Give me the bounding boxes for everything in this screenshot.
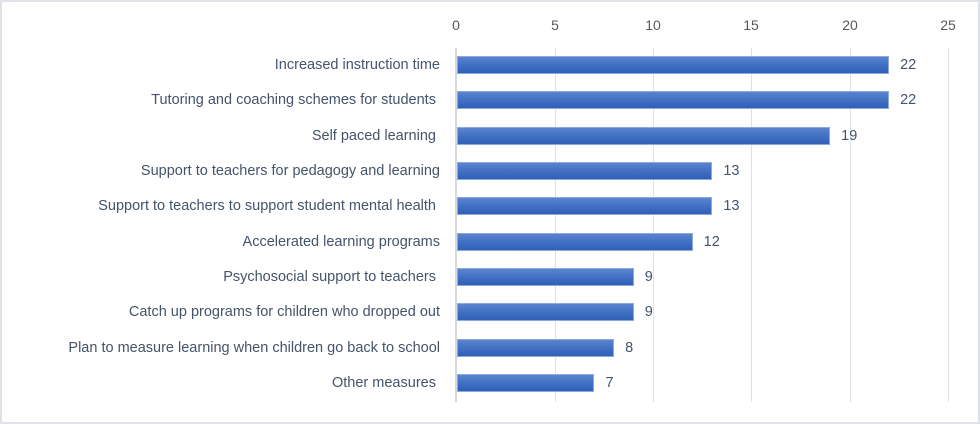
data-label: 9 [644,269,653,285]
x-tick-label: 15 [743,17,759,33]
x-tick-label: 5 [551,17,559,33]
category-label: Plan to measure learning when children g… [68,340,440,356]
data-label: 13 [723,198,740,214]
category-label: Increased instruction time [274,57,440,73]
data-label: 19 [841,128,858,144]
bar [457,268,634,286]
x-tick-label: 10 [645,17,661,33]
data-label: 8 [625,340,634,356]
bar [457,339,615,357]
gridline [653,48,654,402]
x-tick-label: 25 [940,17,956,33]
category-label: Other measures [332,375,440,391]
data-label: 7 [605,375,614,391]
x-tick-label: 20 [842,17,858,33]
gridline [751,48,752,402]
data-label: 22 [900,57,917,73]
category-label: Support to teachers for pedagogy and lea… [140,163,440,179]
gridline [555,48,556,402]
category-label: Accelerated learning programs [242,234,440,250]
gridline [948,48,949,402]
category-label: Tutoring and coaching schemes for studen… [151,92,440,108]
bar [457,303,634,321]
category-label: Psychosocial support to teachers [223,269,440,285]
bar [457,56,890,74]
gridline [850,48,851,402]
data-label: 13 [723,163,740,179]
x-tick-label: 0 [452,17,460,33]
category-label: Catch up programs for children who dropp… [128,304,440,320]
bar [457,374,595,392]
y-axis-line [455,48,457,402]
bar [457,91,890,109]
bar [457,162,713,180]
category-label: Support to teachers to support student m… [98,198,440,214]
data-label: 22 [900,92,917,108]
bar [457,233,693,251]
category-label: Self paced learning [311,128,440,144]
bar [457,197,713,215]
data-label: 12 [703,234,720,250]
data-label: 9 [644,304,653,320]
bar [457,127,831,145]
